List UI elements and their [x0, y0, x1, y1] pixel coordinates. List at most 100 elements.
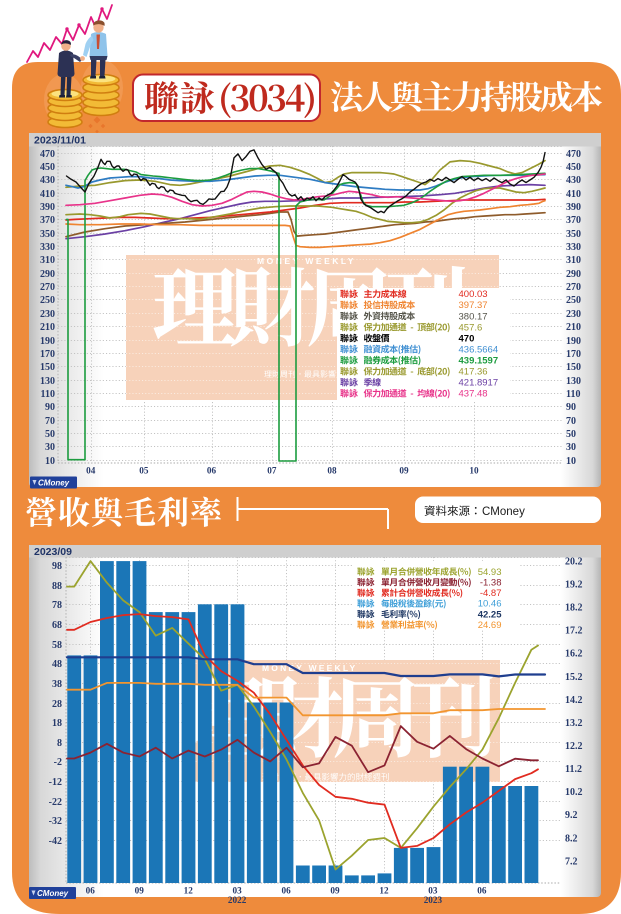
svg-text:CMoney: CMoney — [38, 479, 70, 488]
svg-text:8.2: 8.2 — [565, 833, 578, 844]
svg-text:03: 03 — [233, 886, 243, 896]
svg-text:210: 210 — [566, 322, 581, 333]
svg-text:2023/11/01: 2023/11/01 — [34, 135, 86, 147]
svg-text:30: 30 — [566, 442, 576, 453]
svg-text:330: 330 — [40, 242, 55, 253]
svg-text:330: 330 — [566, 242, 581, 253]
svg-text:09: 09 — [135, 886, 145, 896]
svg-text:190: 190 — [40, 336, 55, 347]
svg-text:130: 130 — [40, 376, 55, 387]
svg-text:-42: -42 — [49, 836, 62, 847]
svg-text:290: 290 — [40, 269, 55, 280]
svg-text:98: 98 — [52, 561, 62, 572]
svg-text:50: 50 — [566, 429, 576, 440]
svg-text:06: 06 — [86, 886, 96, 896]
svg-text:397.37: 397.37 — [459, 300, 488, 311]
svg-text:310: 310 — [566, 255, 581, 266]
svg-text:421.8917: 421.8917 — [459, 378, 499, 389]
svg-text:11.2: 11.2 — [565, 764, 582, 775]
svg-text:270: 270 — [40, 282, 55, 293]
svg-text:350: 350 — [566, 229, 581, 240]
svg-text:24.69: 24.69 — [478, 620, 502, 631]
svg-text:18.2: 18.2 — [565, 603, 583, 614]
svg-text:436.5664: 436.5664 — [459, 344, 499, 355]
svg-text:78: 78 — [52, 600, 62, 611]
svg-text:68: 68 — [52, 620, 62, 631]
svg-text:04: 04 — [86, 466, 96, 476]
svg-text:150: 150 — [566, 362, 581, 373]
svg-text:410: 410 — [40, 189, 55, 200]
svg-text:410: 410 — [566, 189, 581, 200]
svg-text:430: 430 — [566, 175, 581, 186]
svg-text:12: 12 — [379, 886, 389, 896]
svg-text:03: 03 — [428, 886, 438, 896]
svg-text:19.2: 19.2 — [565, 580, 583, 591]
svg-text:10: 10 — [566, 456, 576, 467]
svg-text:70: 70 — [566, 416, 576, 427]
svg-text:130: 130 — [566, 376, 581, 387]
svg-text:7.2: 7.2 — [565, 856, 578, 867]
svg-text:439.1597: 439.1597 — [459, 356, 499, 367]
svg-text:48: 48 — [52, 659, 62, 670]
svg-text:390: 390 — [566, 202, 581, 213]
svg-text:CMoney: CMoney — [482, 506, 525, 518]
svg-text:12.2: 12.2 — [565, 741, 583, 752]
svg-text:350: 350 — [40, 229, 55, 240]
svg-text:38: 38 — [52, 679, 62, 690]
svg-text:2022: 2022 — [228, 895, 247, 905]
svg-text:9.2: 9.2 — [565, 810, 578, 821]
svg-text:457.6: 457.6 — [459, 322, 483, 333]
svg-text:470: 470 — [40, 149, 55, 160]
svg-text:18: 18 — [52, 718, 62, 729]
svg-text:16.2: 16.2 — [565, 649, 583, 660]
svg-text:110: 110 — [566, 389, 580, 400]
svg-text:-12: -12 — [49, 777, 62, 788]
svg-text:88: 88 — [52, 581, 62, 592]
svg-text:250: 250 — [566, 295, 581, 306]
svg-text:09: 09 — [330, 886, 340, 896]
svg-text:190: 190 — [566, 336, 581, 347]
svg-text:170: 170 — [40, 349, 55, 360]
svg-text:12: 12 — [184, 886, 194, 896]
svg-text:230: 230 — [40, 309, 55, 320]
svg-text:08: 08 — [327, 466, 337, 476]
svg-text:430: 430 — [40, 175, 55, 186]
svg-text:390: 390 — [40, 202, 55, 213]
svg-text:250: 250 — [40, 295, 55, 306]
svg-text:42.25: 42.25 — [478, 609, 502, 620]
svg-text:30: 30 — [45, 442, 55, 453]
svg-text:05: 05 — [139, 466, 149, 476]
svg-text:380.17: 380.17 — [459, 311, 488, 322]
svg-text:2023: 2023 — [424, 895, 443, 905]
svg-text:90: 90 — [566, 402, 576, 413]
svg-text:06: 06 — [282, 886, 292, 896]
svg-text:8: 8 — [57, 738, 62, 749]
svg-text:450: 450 — [566, 162, 581, 173]
svg-text:28: 28 — [52, 699, 62, 710]
svg-text:15.2: 15.2 — [565, 672, 583, 683]
svg-text:170: 170 — [566, 349, 581, 360]
svg-text:70: 70 — [45, 416, 55, 427]
svg-text:-2: -2 — [54, 757, 62, 768]
svg-text:50: 50 — [45, 429, 55, 440]
svg-text:90: 90 — [45, 402, 55, 413]
svg-text:13.2: 13.2 — [565, 718, 583, 729]
svg-text:07: 07 — [267, 466, 277, 476]
svg-text:20.2: 20.2 — [565, 556, 583, 567]
svg-text:58: 58 — [52, 640, 62, 651]
svg-text:150: 150 — [40, 362, 55, 373]
svg-text:54.93: 54.93 — [478, 567, 502, 578]
svg-text:-32: -32 — [49, 816, 62, 827]
svg-text:417.36: 417.36 — [459, 367, 488, 378]
svg-text:400.03: 400.03 — [459, 289, 488, 300]
svg-text:370: 370 — [566, 215, 581, 226]
svg-text:2023/09: 2023/09 — [34, 546, 72, 558]
svg-text:MONEY WEEKLY: MONEY WEEKLY — [262, 663, 357, 673]
svg-text:06: 06 — [477, 886, 487, 896]
svg-text:470: 470 — [566, 149, 581, 160]
svg-text:310: 310 — [40, 255, 55, 266]
svg-text:290: 290 — [566, 269, 581, 280]
svg-text:210: 210 — [40, 322, 55, 333]
svg-text:10.46: 10.46 — [478, 599, 502, 610]
svg-text:437.48: 437.48 — [459, 389, 488, 400]
